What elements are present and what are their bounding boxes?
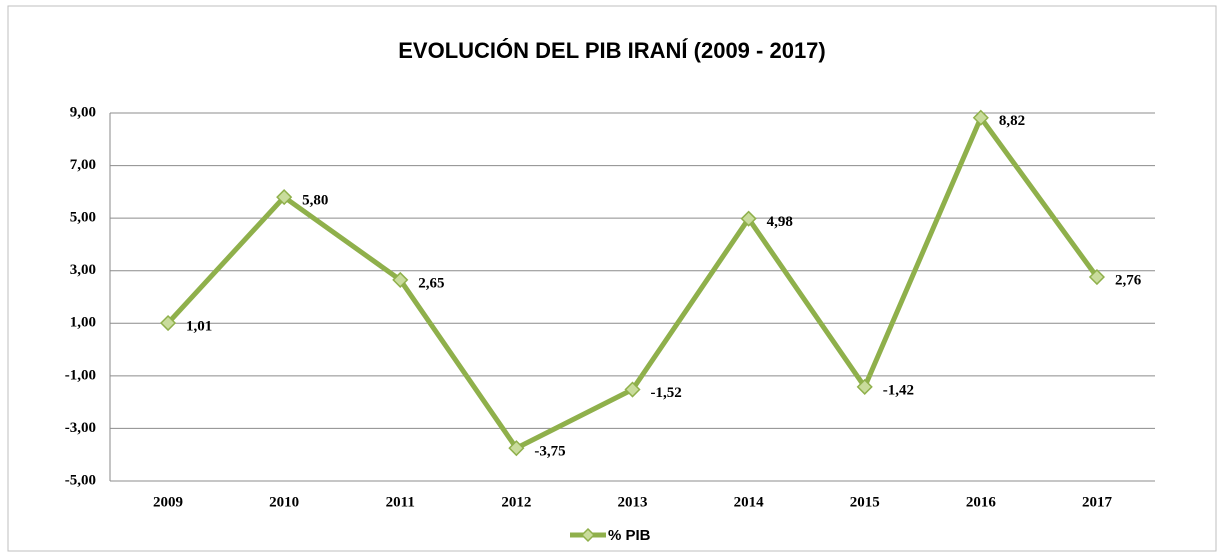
x-tick-label: 2015 [850,494,880,510]
data-label: 1,01 [186,318,212,334]
data-point [508,440,525,457]
data-label: 4,98 [767,214,793,230]
legend-label: % PIB [608,527,651,544]
x-tick-label: 2016 [966,494,997,510]
y-tick-label: -5,00 [65,472,96,488]
y-tick-label: 1,00 [70,315,96,331]
data-label: -3,75 [534,444,565,460]
x-tick-label: 2013 [618,494,648,510]
legend-marker [580,527,596,543]
chart-frame [7,5,1217,552]
y-tick-label: -3,00 [65,420,96,436]
x-tick-label: 2010 [269,494,299,510]
y-tick-label: 5,00 [70,210,96,226]
data-label: 2,65 [418,275,444,291]
chart-title: EVOLUCIÓN DEL PIB IRANÍ (2009 - 2017) [398,38,826,63]
x-tick-label: 2017 [1082,494,1113,510]
data-point [276,189,293,206]
x-tick-label: 2011 [386,494,415,510]
data-label: -1,42 [883,382,914,398]
data-point [159,314,177,332]
data-point [624,381,641,398]
x-tick-label: 2009 [153,494,183,510]
data-point [856,378,873,395]
y-tick-label: 3,00 [70,262,96,278]
data-label: 2,76 [1115,272,1142,288]
x-tick-label: 2014 [734,494,765,510]
data-point [1088,268,1106,286]
data-point [972,109,989,126]
data-label: 5,80 [302,193,328,209]
data-label: 8,82 [999,113,1025,129]
data-label: -1,52 [651,385,682,401]
y-tick-label: 7,00 [70,157,96,173]
y-tick-label: 9,00 [70,104,96,120]
data-point [392,271,409,288]
x-tick-label: 2012 [501,494,531,510]
y-tick-label: -1,00 [65,367,96,383]
data-point [740,210,757,227]
